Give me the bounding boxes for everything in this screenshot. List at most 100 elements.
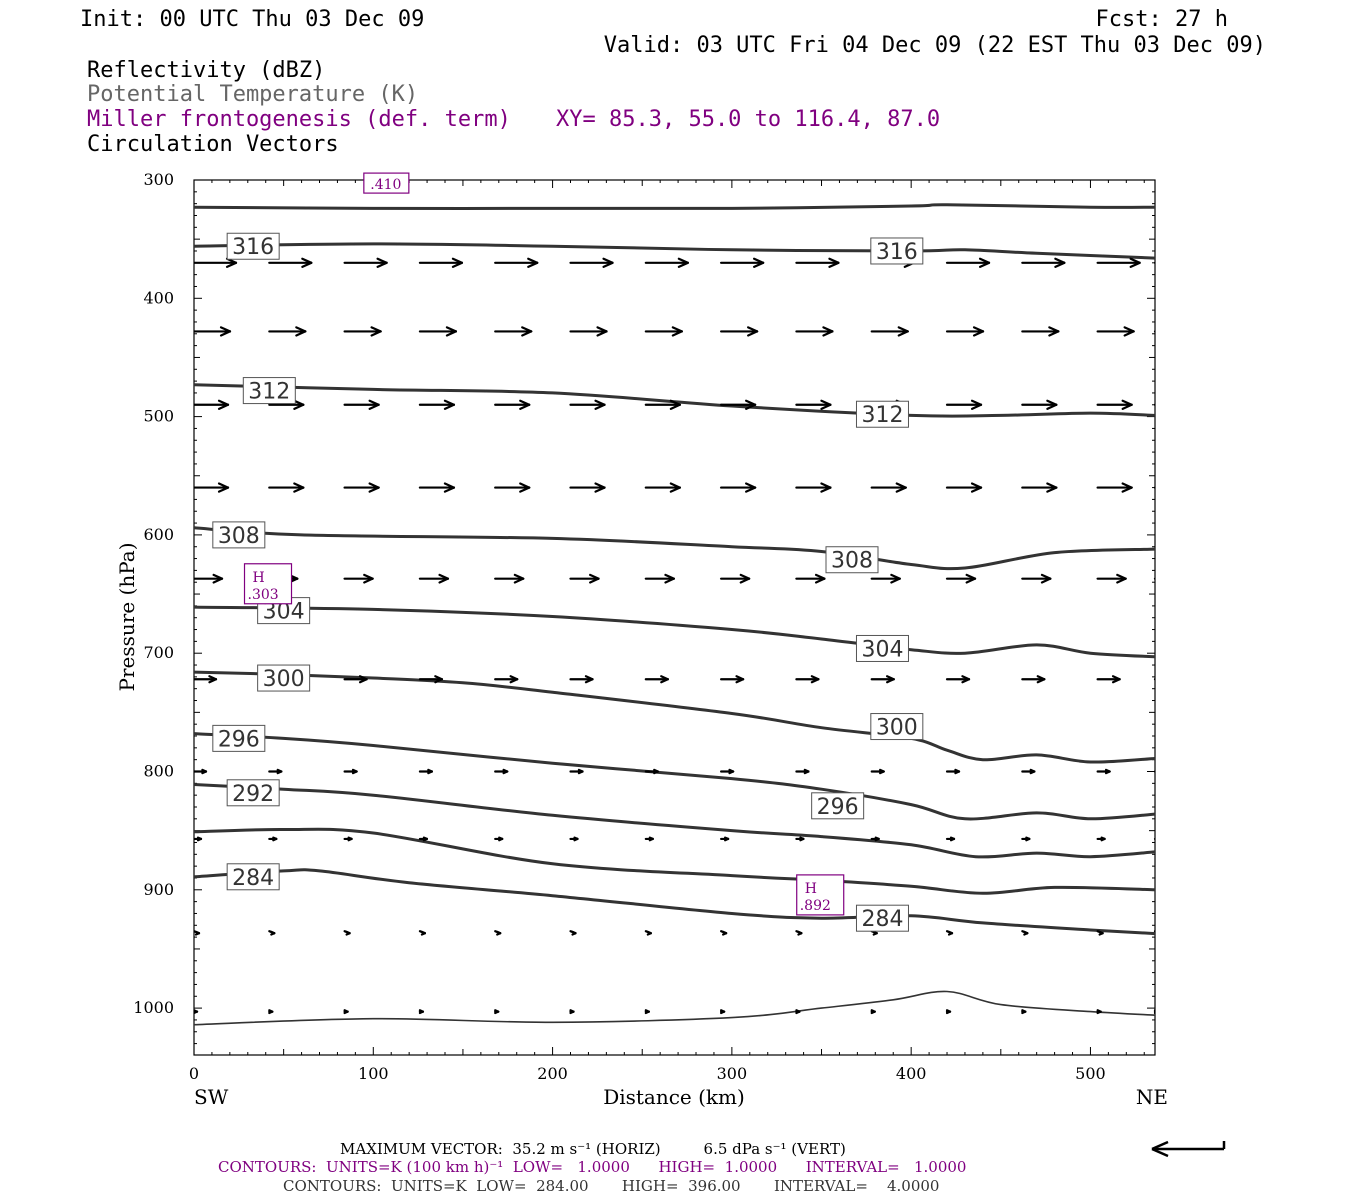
circulation-vector: [870, 836, 880, 842]
svg-text:304: 304: [861, 637, 903, 662]
circulation-vector: [870, 573, 901, 584]
circulation-vector: [870, 326, 909, 337]
circulation-vector: [1096, 836, 1106, 842]
circulation-vector: [644, 399, 681, 410]
isentrope-312: [194, 383, 1155, 418]
x-tick-label: 500: [1075, 1064, 1106, 1083]
circulation-vector: [644, 836, 654, 842]
y-tick-label: 400: [143, 288, 174, 307]
circulation-vector: [268, 836, 278, 842]
circulation-vector: [1153, 261, 1155, 264]
circulation-vector: [720, 399, 757, 410]
circulation-vector: [194, 326, 232, 337]
circulation-vectors: [194, 257, 1155, 1015]
circulation-vector: [795, 1009, 801, 1015]
circulation-vector: [418, 482, 456, 493]
isentrope-280: [194, 990, 1155, 1026]
isentrope-label-316: 316: [226, 232, 280, 260]
circulation-vector: [795, 326, 834, 337]
isentrope-label-312: 312: [855, 400, 909, 428]
init-time: Init: 00 UTC Thu 03 Dec 09: [80, 7, 424, 32]
circulation-vector: [945, 836, 956, 842]
circulation-vector: [1021, 399, 1058, 410]
circulation-vector: [418, 768, 434, 775]
isentrope-296: [194, 732, 1155, 821]
circulation-vector: [795, 768, 810, 775]
isentrope-300: [194, 670, 1155, 764]
circulation-vector: [569, 1009, 575, 1015]
circulation-vector: [1096, 482, 1133, 493]
circulation-vector: [343, 326, 382, 337]
circulation-vector: [1021, 326, 1060, 337]
max-vector-note: MAXIMUM VECTOR: 35.2 m s⁻¹ (HORIZ) 6.5 d…: [340, 1140, 846, 1158]
circulation-vector: [795, 257, 840, 268]
circulation-vector: [569, 399, 606, 410]
circulation-vector: [945, 573, 977, 584]
circulation-vector: [795, 573, 826, 584]
circulation-vector: [644, 482, 681, 493]
circulation-vector: [569, 257, 614, 268]
circulation-vector: [1096, 1009, 1102, 1015]
circulation-vector: [194, 930, 201, 936]
circulation-vector: [945, 482, 983, 493]
x-tick-label: 300: [717, 1064, 748, 1083]
y-tick-label: 1000: [133, 998, 174, 1017]
circulation-vector: [720, 482, 757, 493]
circulation-vector: [795, 836, 805, 842]
circulation-vector: [569, 573, 600, 584]
circulation-vector: [494, 1009, 500, 1015]
circulation-vector: [945, 1009, 952, 1015]
isentrope-label-284: 284: [226, 863, 280, 891]
circulation-vector: [569, 768, 584, 775]
x-tick-label: 0: [189, 1064, 199, 1083]
circulation-vector: [494, 836, 504, 842]
svg-text:312: 312: [248, 380, 290, 405]
circulation-vector: [343, 768, 358, 775]
circulation-vector: [268, 1009, 274, 1015]
circulation-vector: [194, 836, 203, 842]
frontogenesis-high: H.303: [243, 563, 293, 605]
circulation-vector: [494, 326, 533, 337]
circulation-vector: [795, 930, 803, 936]
circulation-vector: [418, 326, 458, 337]
y-tick-label: 700: [143, 643, 174, 662]
contours-frontogenesis-note: CONTOURS: UNITS=K (100 km h)⁻¹ LOW= 1.00…: [218, 1158, 966, 1176]
circulation-vector: [494, 399, 531, 410]
svg-text:312: 312: [861, 403, 903, 428]
circulation-vector: [720, 257, 765, 268]
circulation-vector: [720, 1009, 726, 1015]
circulation-vector: [795, 482, 832, 493]
circulation-vector: [494, 573, 525, 584]
circulation-vector: [795, 675, 820, 684]
circulation-vector: [569, 836, 579, 842]
circulation-vector: [1021, 930, 1029, 936]
circulation-vector: [945, 257, 991, 268]
circulation-vector: [644, 257, 689, 268]
circulation-vector: [1021, 768, 1036, 775]
isentrope-label-312: 312: [242, 377, 296, 405]
circulation-vector: [194, 257, 238, 268]
isentrope-label-292: 292: [226, 779, 280, 807]
isentrope-308: [194, 526, 1155, 571]
svg-text:316: 316: [876, 240, 918, 265]
circulation-vector: [194, 573, 224, 584]
high-marker-value: .303: [248, 587, 279, 603]
circulation-vector: [1153, 837, 1155, 841]
circulation-vector: [343, 399, 380, 410]
circulation-vector: [1153, 403, 1155, 406]
circulation-vector: [720, 836, 730, 842]
isentrope-316: [194, 242, 1155, 260]
contours-theta-note: CONTOURS: UNITS=K LOW= 284.00 HIGH= 396.…: [283, 1177, 939, 1195]
x-axis-right-end-label: NE: [1136, 1085, 1168, 1109]
circulation-vector: [945, 930, 954, 936]
circulation-vector: [644, 326, 683, 337]
circulation-vector: [1096, 675, 1121, 684]
circulation-vector: [870, 482, 907, 493]
circulation-vector: [1096, 326, 1135, 337]
field-circulation-vectors: Circulation Vectors: [87, 132, 339, 157]
svg-text:308: 308: [218, 524, 260, 549]
x-axis-left-end-label: SW: [194, 1085, 229, 1109]
circulation-vector: [870, 675, 895, 684]
circulation-vector: [644, 675, 669, 684]
